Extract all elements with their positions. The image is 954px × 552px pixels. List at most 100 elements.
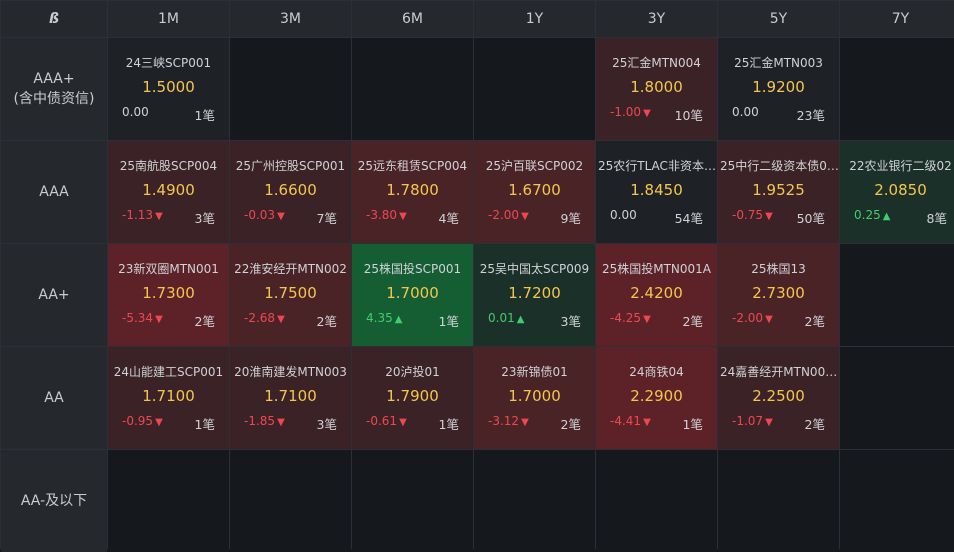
bond-yield: 2.0850 — [874, 181, 927, 199]
yield-change-value: 0.00 — [610, 208, 637, 222]
tenor-header-7y[interactable]: 7Y — [840, 1, 954, 37]
tenor-header-5y[interactable]: 5Y — [718, 1, 839, 37]
yield-change: -3.80 ▼ — [366, 208, 407, 222]
bond-yield: 1.4900 — [142, 181, 195, 199]
trade-count: 2笔 — [804, 314, 825, 329]
tenor-header-3y[interactable]: 3Y — [596, 1, 717, 37]
empty-cell — [840, 450, 954, 552]
tenor-header-3m[interactable]: 3M — [230, 1, 351, 37]
yield-change-value: -2.00 — [488, 208, 520, 222]
yield-change-value: -2.00 — [732, 311, 764, 325]
trade-count: 1笔 — [194, 417, 215, 432]
bond-yield: 1.7500 — [264, 284, 317, 302]
triangle-down-icon: ▼ — [155, 211, 163, 222]
bond-name: 23新锦债01 — [501, 365, 568, 379]
bond-cell[interactable]: 25汇金MTN004 1.8000 -1.00 ▼ 10笔 — [596, 38, 717, 140]
yield-change: 0.00 — [610, 208, 637, 222]
bond-yield: 1.6600 — [264, 181, 317, 199]
bond-name: 22农业银行二级02 — [849, 159, 952, 173]
tenor-header-6m[interactable]: 6M — [352, 1, 473, 37]
bond-yield: 1.7900 — [386, 387, 439, 405]
bond-cell[interactable]: 25农行TLAC非资本… 1.8450 0.00 54笔 — [596, 141, 717, 243]
yield-change: -2.00 ▼ — [732, 311, 773, 325]
rating-row-header: AA — [1, 347, 107, 449]
empty-cell — [840, 244, 954, 346]
yield-change: -0.95 ▼ — [122, 414, 163, 428]
bond-cell[interactable]: 25远东租赁SCP004 1.7800 -3.80 ▼ 4笔 — [352, 141, 473, 243]
bond-name: 25株国投SCP001 — [363, 262, 462, 276]
rating-row-header: AA-及以下 — [1, 450, 107, 552]
bond-cell[interactable]: 25南航股SCP004 1.4900 -1.13 ▼ 3笔 — [108, 141, 229, 243]
yield-change-value: -4.41 — [610, 414, 642, 428]
bond-cell[interactable]: 25汇金MTN003 1.9200 0.00 23笔 — [718, 38, 839, 140]
triangle-down-icon: ▼ — [643, 314, 651, 325]
bond-cell[interactable]: 25株国投SCP001 1.7000 4.35 ▲ 1笔 — [352, 244, 473, 346]
bond-name: 25汇金MTN004 — [612, 56, 701, 70]
empty-cell — [474, 38, 595, 140]
yield-change-value: 4.35 — [366, 311, 393, 325]
bond-cell[interactable]: 24商铁04 2.2900 -4.41 ▼ 1笔 — [596, 347, 717, 449]
yield-change-value: 0.01 — [488, 311, 515, 325]
trade-count: 1笔 — [438, 417, 459, 432]
yield-change: 0.25 ▲ — [854, 208, 890, 222]
yield-change: -1.85 ▼ — [244, 414, 285, 428]
yield-change: -4.41 ▼ — [610, 414, 651, 428]
triangle-down-icon: ▼ — [765, 417, 773, 428]
empty-cell — [230, 38, 351, 140]
trade-count: 2笔 — [560, 417, 581, 432]
triangle-down-icon: ▼ — [765, 211, 773, 222]
trade-count: 3笔 — [194, 211, 215, 226]
bond-yield: 2.4200 — [630, 284, 683, 302]
yield-change: -2.68 ▼ — [244, 311, 285, 325]
bond-cell[interactable]: 23新锦债01 1.7000 -3.12 ▼ 2笔 — [474, 347, 595, 449]
bond-cell[interactable]: 25广州控股SCP001 1.6600 -0.03 ▼ 7笔 — [230, 141, 351, 243]
empty-cell — [596, 450, 717, 552]
bond-cell[interactable]: 25沪百联SCP002 1.6700 -2.00 ▼ 9笔 — [474, 141, 595, 243]
yield-change-value: 0.00 — [732, 105, 759, 119]
yield-change-value: 0.00 — [122, 105, 149, 119]
bond-yield: 1.7200 — [508, 284, 561, 302]
bond-yield: 1.7000 — [508, 387, 561, 405]
triangle-down-icon: ▼ — [765, 314, 773, 325]
yield-change-value: -1.85 — [244, 414, 276, 428]
bond-yield: 1.7300 — [142, 284, 195, 302]
bond-cell[interactable]: 20淮南建发MTN003 1.7100 -1.85 ▼ 3笔 — [230, 347, 351, 449]
triangle-down-icon: ▼ — [277, 211, 285, 222]
yield-change-value: -0.95 — [122, 414, 154, 428]
bond-name: 20淮南建发MTN003 — [234, 365, 347, 379]
trade-count: 2笔 — [316, 314, 337, 329]
trade-count: 10笔 — [674, 108, 703, 123]
bond-name: 23新双圈MTN001 — [118, 262, 219, 276]
rating-row-header: AAA+ (含中债资信) — [1, 38, 107, 140]
bond-cell[interactable]: 25吴中国太SCP009 1.7200 0.01 ▲ 3笔 — [474, 244, 595, 346]
bond-yield: 1.8000 — [630, 78, 683, 96]
bond-cell[interactable]: 24嘉善经开MTN00… 2.2500 -1.07 ▼ 2笔 — [718, 347, 839, 449]
bond-cell[interactable]: 23新双圈MTN001 1.7300 -5.34 ▼ 2笔 — [108, 244, 229, 346]
bond-cell[interactable]: 24山能建工SCP001 1.7100 -0.95 ▼ 1笔 — [108, 347, 229, 449]
bond-cell[interactable]: 25株国投MTN001A 2.4200 -4.25 ▼ 2笔 — [596, 244, 717, 346]
bond-cell[interactable]: 25株国13 2.7300 -2.00 ▼ 2笔 — [718, 244, 839, 346]
bond-cell[interactable]: 20泸投01 1.7900 -0.61 ▼ 1笔 — [352, 347, 473, 449]
trade-count: 7笔 — [316, 211, 337, 226]
b-logo-icon: ß — [48, 11, 60, 27]
yield-change-value: -4.25 — [610, 311, 642, 325]
bond-name: 24山能建工SCP001 — [113, 365, 224, 379]
triangle-up-icon: ▲ — [516, 314, 525, 325]
bond-cell[interactable]: 22农业银行二级02 2.0850 0.25 ▲ 8笔 — [840, 141, 954, 243]
yield-change-value: -1.00 — [610, 105, 642, 119]
tenor-header-1m[interactable]: 1M — [108, 1, 229, 37]
bond-cell[interactable]: 25中行二级资本债0… 1.9525 -0.75 ▼ 50笔 — [718, 141, 839, 243]
yield-change-value: -0.03 — [244, 208, 276, 222]
bond-name: 25株国投MTN001A — [601, 262, 712, 276]
triangle-down-icon: ▼ — [521, 211, 529, 222]
yield-change: -1.13 ▼ — [122, 208, 163, 222]
tenor-header-1y[interactable]: 1Y — [474, 1, 595, 37]
bond-name: 24商铁04 — [629, 365, 684, 379]
bond-cell[interactable]: 22淮安经开MTN002 1.7500 -2.68 ▼ 2笔 — [230, 244, 351, 346]
bond-cell[interactable]: 24三峡SCP001 1.5000 0.00 1笔 — [108, 38, 229, 140]
yield-change-value: -0.75 — [732, 208, 764, 222]
yield-change: -0.61 ▼ — [366, 414, 407, 428]
triangle-down-icon: ▼ — [155, 314, 163, 325]
trade-count: 50笔 — [796, 211, 825, 226]
